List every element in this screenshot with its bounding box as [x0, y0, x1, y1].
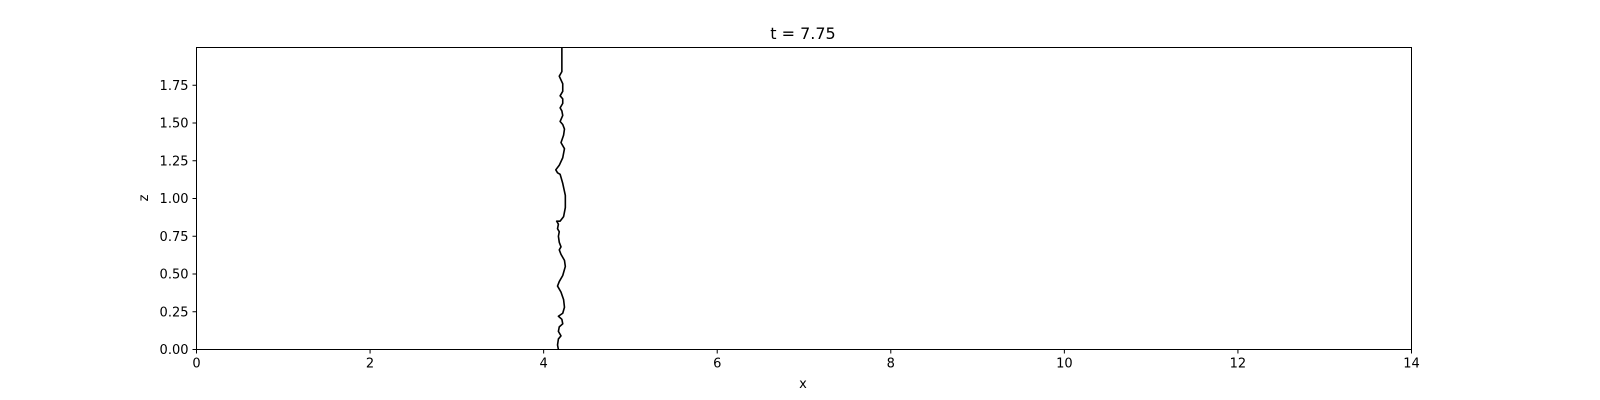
y-tick-label: 0.25 — [160, 305, 189, 320]
chart-title: t = 7.75 — [770, 24, 835, 43]
x-axis-label: x — [799, 377, 807, 392]
y-tick-label: 1.00 — [160, 192, 189, 207]
y-tick-label: 1.75 — [160, 79, 189, 94]
x-tick-label: 0 — [192, 357, 200, 372]
y-ticks: 0.00 0.25 0.50 0.75 1.00 1.25 1.50 1.75 — [160, 79, 197, 358]
y-tick-label: 1.50 — [160, 117, 189, 132]
series-layer — [554, 47, 567, 350]
interface-curve — [554, 47, 567, 350]
plot-frame — [196, 47, 1412, 350]
x-tick-label: 12 — [1230, 357, 1247, 372]
x-tick-label: 14 — [1403, 357, 1420, 372]
x-tick-label: 4 — [540, 357, 548, 372]
y-tick-label: 1.25 — [160, 154, 189, 169]
y-tick-label: 0.00 — [160, 343, 189, 358]
x-tick-label: 8 — [887, 357, 895, 372]
x-tick-label: 10 — [1056, 357, 1073, 372]
y-tick-label: 0.75 — [160, 230, 189, 245]
x-ticks: 0 2 4 6 8 10 12 14 — [192, 349, 1420, 372]
x-tick-label: 2 — [366, 357, 374, 372]
x-tick-label: 6 — [713, 357, 721, 372]
y-tick-label: 0.50 — [160, 268, 189, 283]
y-axis-label: z — [137, 194, 152, 201]
